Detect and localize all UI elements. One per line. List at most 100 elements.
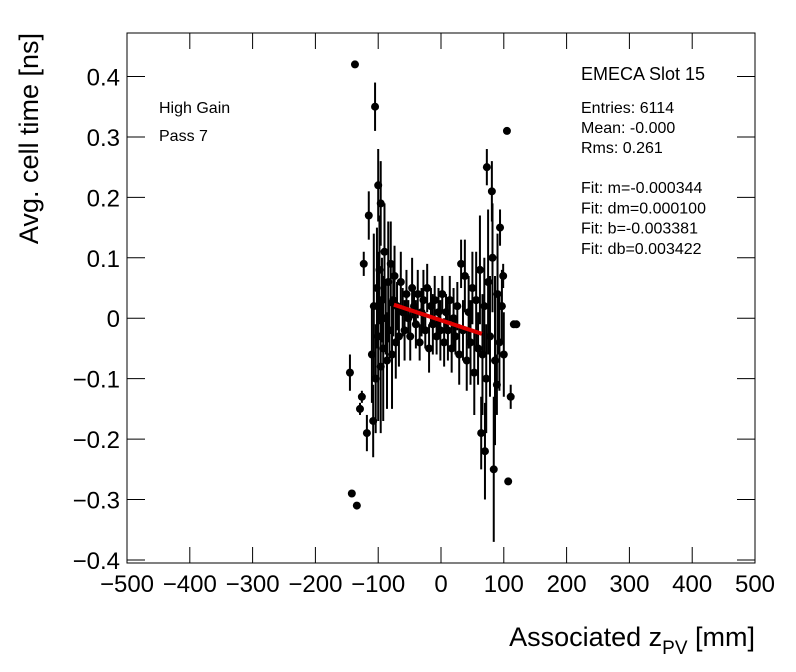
y-tick-label: −0.1 [73,367,120,394]
data-point [359,259,368,268]
data-point [496,223,505,232]
annotation: High Gain [159,100,230,117]
x-axis-title: Associated zPV [mm] [509,622,755,659]
data-point [423,284,432,293]
stats-line: Entries: 6114 [581,100,674,117]
data-point [355,404,364,413]
data-point [396,277,405,286]
data-point [428,320,437,329]
fit-text: Fit: m=-0.000344 [581,180,703,197]
data-point [447,344,456,353]
data-point [492,380,501,389]
data-point [385,326,394,335]
data-point [474,344,483,353]
data-point [470,368,479,377]
data-point [442,308,451,317]
x-tick-label: 0 [434,571,447,598]
data-point [374,332,383,341]
y-tick-label: 0.2 [87,185,120,212]
data-point [408,284,417,293]
data-point [449,314,458,323]
data-point [453,302,462,311]
data-point [466,338,475,347]
data-point [502,126,511,135]
data-point [499,271,508,280]
x-title-after: [mm] [688,622,756,652]
data-point [404,314,413,323]
data-point [477,429,486,438]
data-point [384,277,393,286]
x-tick-label: −400 [163,571,217,598]
data-point [475,265,484,274]
data-point [478,350,487,359]
data-point [495,338,504,347]
fit-text: Fit: b=-0.003381 [581,221,698,238]
data-point [462,356,471,365]
data-point [400,326,409,335]
data-point [440,338,449,347]
data-point [369,416,378,425]
data-point [460,271,469,280]
fit-line [393,302,483,336]
y-tick-label: −0.4 [73,548,120,575]
x-tick-label: 500 [735,571,775,598]
data-point [482,163,491,172]
data-point [487,187,496,196]
data-point [357,392,366,401]
data-point [499,350,508,359]
x-title-sub: PV [662,638,688,659]
data-point [376,199,385,208]
data-point [369,302,378,311]
y-tick-label: 0.1 [87,246,120,273]
data-point [374,181,383,190]
data-point [415,338,424,347]
data-point [382,356,391,365]
data-point [504,477,513,486]
data-point [409,302,418,311]
data-point [497,302,506,311]
data-point [457,259,466,268]
y-tick-label: −0.3 [73,488,120,515]
data-point [367,350,376,359]
x-tick-label: −300 [226,571,280,598]
data-point [375,265,384,274]
data-point [377,296,386,305]
data-point [480,302,489,311]
x-tick-label: −500 [100,571,154,598]
x-tick-label: −100 [351,571,405,598]
data-point [390,271,399,280]
x-tick-label: −200 [288,571,342,598]
data-point [347,489,356,498]
fit-text: Fit: dm=0.000100 [581,200,706,217]
y-axis-title: Avg. cell time [ns] [14,33,44,244]
x-tick-label: 400 [672,571,712,598]
data-point [386,259,395,268]
data-point [391,338,400,347]
data-point [480,447,489,456]
x-tick-label: 200 [547,571,587,598]
data-point [376,362,385,371]
y-tick-label: 0.4 [87,65,120,92]
data-point [411,320,420,329]
data-point [364,211,373,220]
data-point [413,290,422,299]
data-point [472,296,481,305]
data-point [350,60,359,69]
data-point [512,320,521,329]
data-point [493,290,502,299]
data-point [489,465,498,474]
data-point [406,332,415,341]
panel-title: EMECA Slot 15 [581,64,705,84]
data-point [443,326,452,335]
data-point [464,308,473,317]
data-point [491,356,500,365]
data-point [455,350,464,359]
data-point [426,302,435,311]
data-point [389,296,398,305]
data-point [345,368,354,377]
data-point [421,326,430,335]
data-point [488,253,497,262]
data-point [482,374,491,383]
y-tick-label: 0.3 [87,125,120,152]
